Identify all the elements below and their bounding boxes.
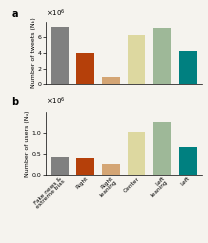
Bar bbox=[128, 132, 146, 175]
Bar bbox=[102, 77, 120, 84]
Bar bbox=[51, 157, 69, 175]
Bar bbox=[77, 158, 94, 175]
Text: a: a bbox=[11, 9, 18, 19]
Bar bbox=[179, 51, 197, 84]
Bar bbox=[179, 147, 197, 175]
Bar bbox=[153, 28, 171, 84]
Y-axis label: Number of tweets (Nₖ): Number of tweets (Nₖ) bbox=[31, 18, 36, 88]
Bar bbox=[51, 27, 69, 84]
Bar bbox=[77, 53, 94, 84]
Y-axis label: Number of users (Nᵤ): Number of users (Nᵤ) bbox=[25, 111, 30, 177]
Text: $\times10^6$: $\times10^6$ bbox=[46, 8, 66, 19]
Bar bbox=[128, 35, 146, 84]
Text: b: b bbox=[11, 97, 19, 107]
Text: $\times10^6$: $\times10^6$ bbox=[46, 96, 66, 107]
Bar bbox=[153, 122, 171, 175]
Bar bbox=[102, 164, 120, 175]
